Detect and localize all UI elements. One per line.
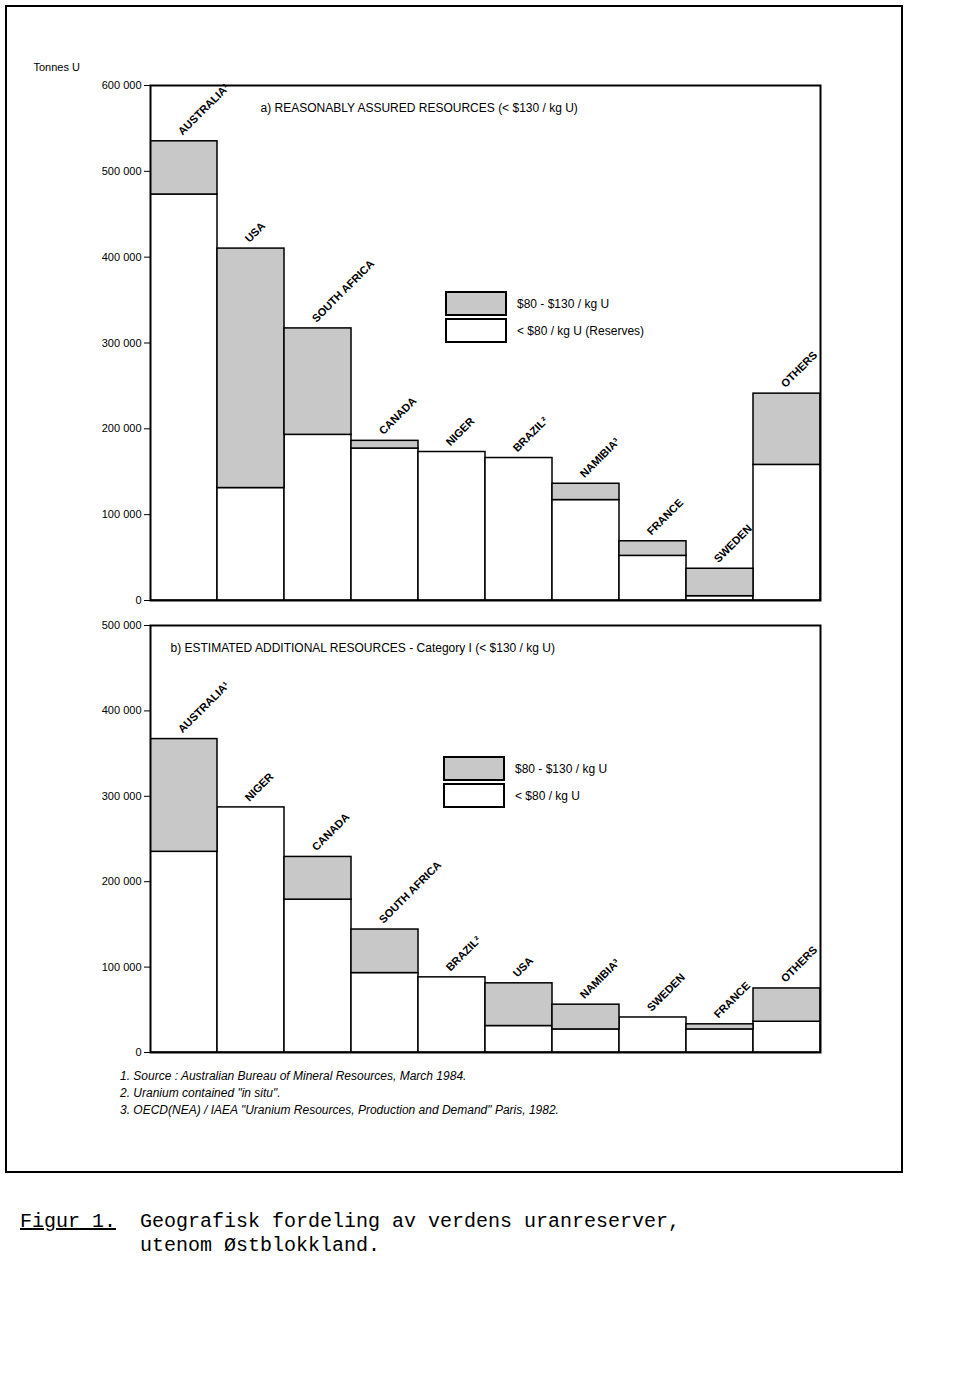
svg-text:200 000: 200 000 bbox=[102, 875, 142, 887]
svg-text:500 000: 500 000 bbox=[102, 619, 142, 631]
svg-text:NAMIBIA³: NAMIBIA³ bbox=[577, 435, 622, 480]
svg-text:a) REASONABLY ASSURED RESOURCE: a) REASONABLY ASSURED RESOURCES (< $130 … bbox=[261, 101, 578, 115]
html-text:$80 - $130 / kg U: $80 - $130 / kg U bbox=[515, 761, 608, 776]
svg-text:NAMIBIA³: NAMIBIA³ bbox=[577, 956, 622, 1001]
svg-text:300 000: 300 000 bbox=[102, 337, 142, 349]
svg-text:500 000: 500 000 bbox=[102, 165, 142, 177]
svg-text:NIGER: NIGER bbox=[242, 770, 275, 803]
svg-text:BRAZIL²: BRAZIL² bbox=[510, 414, 550, 454]
svg-text:0: 0 bbox=[135, 594, 141, 606]
svg-text:Tonnes U: Tonnes U bbox=[34, 61, 81, 73]
html-text:Figur 1. Geografisk fordeling: Figur 1. Geografisk fordeling av verdens… bbox=[20, 1210, 681, 1233]
svg-text:FRANCE: FRANCE bbox=[711, 979, 752, 1020]
svg-text:200 000: 200 000 bbox=[102, 422, 142, 434]
svg-text:SWEDEN: SWEDEN bbox=[711, 522, 754, 565]
svg-text:SOUTH AFRICA: SOUTH AFRICA bbox=[309, 257, 376, 324]
svg-text:FRANCE: FRANCE bbox=[644, 496, 685, 537]
svg-text:0: 0 bbox=[135, 1046, 141, 1058]
svg-text:BRAZIL²: BRAZIL² bbox=[443, 933, 483, 973]
svg-text:OTHERS: OTHERS bbox=[778, 349, 819, 390]
svg-text:USA: USA bbox=[510, 954, 535, 979]
svg-text:CANADA: CANADA bbox=[309, 811, 351, 853]
svg-text:100 000: 100 000 bbox=[102, 961, 142, 973]
svg-text:b) ESTIMATED ADDITIONAL RESOUR: b) ESTIMATED ADDITIONAL RESOURCES - Cate… bbox=[171, 641, 555, 655]
html-text:< $80 / kg U (Reserves): < $80 / kg U (Reserves) bbox=[517, 323, 645, 338]
svg-text:AUSTRALIA¹: AUSTRALIA¹ bbox=[175, 81, 231, 137]
html-text:utenom Østblokkland.: utenom Østblokkland. bbox=[140, 1234, 380, 1257]
svg-text:OTHERS: OTHERS bbox=[778, 943, 819, 984]
svg-text:600 000: 600 000 bbox=[102, 79, 142, 91]
svg-text:100 000: 100 000 bbox=[102, 508, 142, 520]
html-text:< $80 / kg U: < $80 / kg U bbox=[515, 788, 580, 803]
html-text:1. Source : Australian Bureau: 1. Source : Australian Bureau of Mineral… bbox=[120, 1069, 467, 1083]
svg-text:300 000: 300 000 bbox=[102, 790, 142, 802]
svg-text:CANADA: CANADA bbox=[376, 395, 418, 437]
svg-text:400 000: 400 000 bbox=[102, 251, 142, 263]
html-text:3. OECD(NEA) / IAEA "Uranium R: 3. OECD(NEA) / IAEA "Uranium Resources, … bbox=[120, 1103, 559, 1117]
html-text:$80 - $130 / kg U: $80 - $130 / kg U bbox=[517, 296, 610, 311]
svg-text:SWEDEN: SWEDEN bbox=[644, 971, 687, 1014]
svg-text:400 000: 400 000 bbox=[102, 704, 142, 716]
html-text:2. Uranium contained "in situ": 2. Uranium contained "in situ". bbox=[120, 1086, 281, 1100]
svg-text:AUSTRALIA¹: AUSTRALIA¹ bbox=[175, 679, 231, 735]
svg-text:NIGER: NIGER bbox=[443, 415, 476, 448]
svg-text:SOUTH AFRICA: SOUTH AFRICA bbox=[376, 858, 443, 925]
svg-text:USA: USA bbox=[242, 220, 267, 245]
